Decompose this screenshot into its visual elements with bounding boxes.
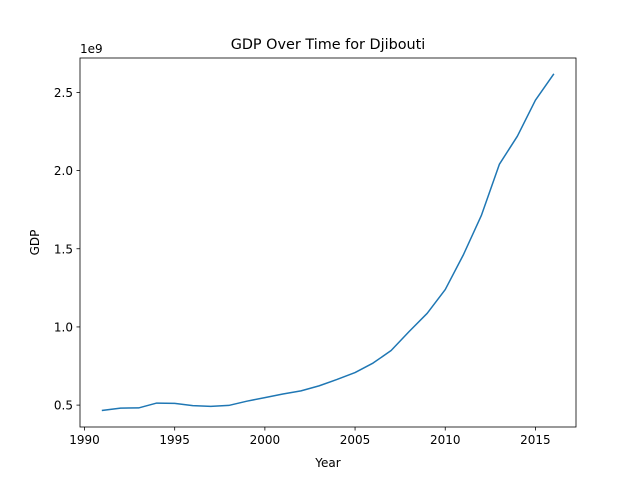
y-axis-label: GDP xyxy=(28,230,42,256)
x-axis-label: Year xyxy=(314,456,340,470)
y-tick-label: 2.5 xyxy=(54,86,73,100)
y-tick-label: 0.5 xyxy=(54,399,73,413)
x-tick-label: 2010 xyxy=(430,433,461,447)
x-tick-label: 2015 xyxy=(520,433,551,447)
x-tick-label: 1990 xyxy=(69,433,100,447)
y-axis-ticks: 0.5 1.0 1.5 2.0 2.5 xyxy=(54,86,80,413)
x-axis-ticks: 1990 1995 2000 2005 2010 2015 xyxy=(69,427,550,447)
y-tick-label: 1.0 xyxy=(54,320,73,334)
plot-area xyxy=(80,58,576,427)
chart-title: GDP Over Time for Djibouti xyxy=(231,37,426,53)
x-tick-label: 2005 xyxy=(340,433,371,447)
y-offset-label: 1e9 xyxy=(80,42,103,56)
y-tick-label: 2.0 xyxy=(54,164,73,178)
x-tick-label: 1995 xyxy=(159,433,190,447)
x-tick-label: 2000 xyxy=(250,433,281,447)
y-tick-label: 1.5 xyxy=(54,242,73,256)
